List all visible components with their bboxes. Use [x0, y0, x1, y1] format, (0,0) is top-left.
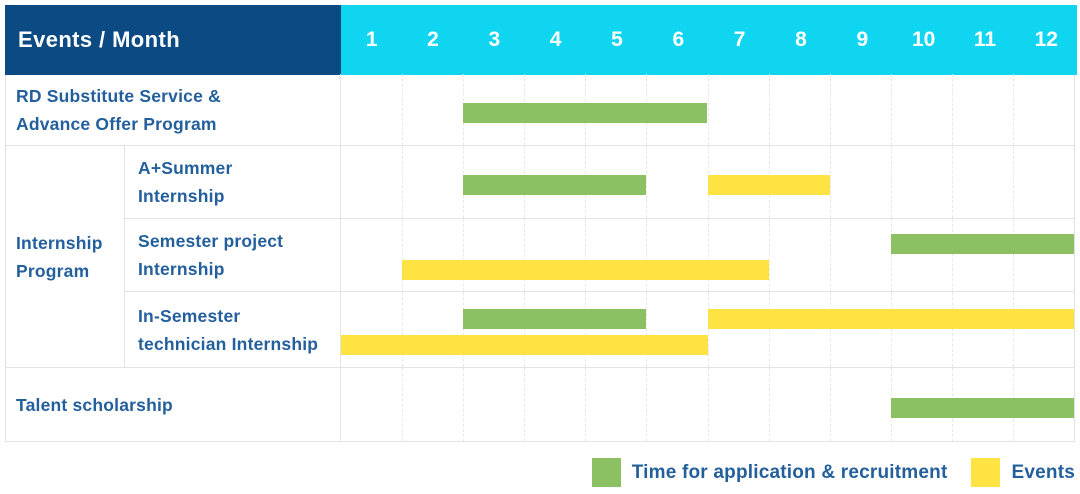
month-gridline [1012, 146, 1014, 218]
month-label: 10 [911, 28, 936, 51]
table-row: In-Semester technician Internship [125, 292, 1074, 367]
month-gridline [951, 219, 953, 291]
header-corner-label: Events / Month [5, 5, 341, 75]
gantt-bar-yellow [707, 175, 830, 195]
month-label: 2 [427, 28, 439, 51]
row-chart-a-plus-summer [341, 146, 1074, 218]
legend-label-events: Events [1011, 461, 1075, 483]
month-gridline [463, 292, 465, 367]
row-label-talent-scholarship: Talent scholarship [6, 368, 341, 442]
month-gridline [463, 219, 465, 291]
legend-label-recruitment: Time for application & recruitment [631, 461, 948, 483]
gantt-bar-green [463, 102, 708, 123]
gantt-bar-green [463, 308, 647, 329]
month-gridline [707, 292, 709, 367]
month-label: 9 [856, 28, 869, 51]
table-header: Events / Month 1 2 3 4 5 6 7 8 9 10 11 12 [5, 5, 1077, 75]
month-gridline [646, 219, 648, 291]
month-gridline [829, 146, 831, 218]
table-row: A+Summer Internship [125, 146, 1074, 219]
month-gridline [768, 219, 770, 291]
table-body: RD Substitute Service & Advance Offer Pr… [6, 74, 1074, 442]
month-gridline [402, 292, 404, 367]
month-gridline [890, 292, 892, 367]
month-gridline [402, 219, 404, 291]
month-gridline [646, 368, 648, 442]
row-chart-talent-scholarship [341, 368, 1074, 442]
month-gridline [829, 219, 831, 291]
gantt-bar-green [890, 234, 1074, 254]
month-gridline [890, 219, 892, 291]
internship-program-group: Internship Program A+Summer Internship S… [6, 146, 1074, 368]
row-chart-in-semester-technician [341, 292, 1074, 367]
internship-subrows: A+Summer Internship Semester project Int… [125, 146, 1074, 367]
month-header-row: 1 2 3 4 5 6 7 8 9 10 11 12 [341, 5, 1077, 75]
month-gridline [1012, 219, 1014, 291]
month-gridline [1012, 292, 1014, 367]
month-gridline [524, 368, 526, 442]
month-label: 12 [1034, 28, 1058, 51]
month-gridline [829, 74, 831, 145]
table-row: Talent scholarship [6, 368, 1074, 442]
month-gridline [524, 219, 526, 291]
month-label: 6 [672, 28, 685, 51]
month-gridline [829, 292, 831, 367]
gantt-bar-yellow [341, 334, 708, 355]
events-month-table: Events / Month 1 2 3 4 5 6 7 8 9 10 11 12 RD Substi… [5, 5, 1077, 442]
month-gridline [707, 74, 709, 145]
month-gridline [768, 74, 770, 145]
row-label-a-plus-summer: A+Summer Internship [125, 146, 341, 218]
month-gridline [585, 368, 587, 442]
table-row: Semester project Internship [125, 219, 1074, 292]
month-gridline [707, 368, 709, 442]
month-gridline [1012, 74, 1014, 145]
month-label: 11 [973, 28, 997, 51]
month-gridline [707, 219, 709, 291]
month-gridline [951, 146, 953, 218]
month-gridline [646, 146, 648, 218]
green-swatch-icon [591, 458, 621, 487]
gantt-bar-yellow [707, 308, 1074, 329]
gantt-bar-green [463, 175, 647, 195]
row-label-rd-substitute: RD Substitute Service & Advance Offer Pr… [6, 74, 341, 145]
row-label-semester-project: Semester project Internship [125, 219, 341, 291]
row-label-in-semester-technician: In-Semester technician Internship [125, 292, 341, 367]
group-label-internship-program: Internship Program [6, 146, 125, 367]
month-gridline [951, 74, 953, 145]
month-gridline [951, 292, 953, 367]
month-gridline [585, 292, 587, 367]
month-gridline [768, 292, 770, 367]
month-gridline [890, 146, 892, 218]
yellow-swatch-icon [971, 458, 1001, 487]
month-label: 7 [733, 28, 746, 51]
row-chart-rd-substitute [341, 74, 1074, 145]
month-label: 8 [795, 28, 807, 51]
row-chart-semester-project [341, 219, 1074, 291]
month-label: 3 [488, 28, 501, 51]
month-gridline [524, 292, 526, 367]
month-gridline [829, 368, 831, 442]
legend-item-recruitment: Time for application & recruitment [591, 458, 948, 487]
month-label: 4 [549, 28, 562, 51]
month-gridline [402, 368, 404, 442]
month-gridline [402, 146, 404, 218]
month-gridline [463, 368, 465, 442]
month-gridline [890, 74, 892, 145]
month-gridline [402, 74, 404, 145]
table-row: RD Substitute Service & Advance Offer Pr… [6, 74, 1074, 146]
month-label: 5 [611, 28, 623, 51]
month-gridline [585, 219, 587, 291]
month-label: 1 [365, 28, 378, 51]
legend: Time for application & recruitment Event… [591, 458, 1075, 487]
gantt-bar-green [890, 398, 1074, 418]
month-gridline [646, 292, 648, 367]
month-gridline [768, 368, 770, 442]
gantt-bar-yellow [402, 260, 769, 280]
legend-item-events: Events [971, 458, 1075, 487]
